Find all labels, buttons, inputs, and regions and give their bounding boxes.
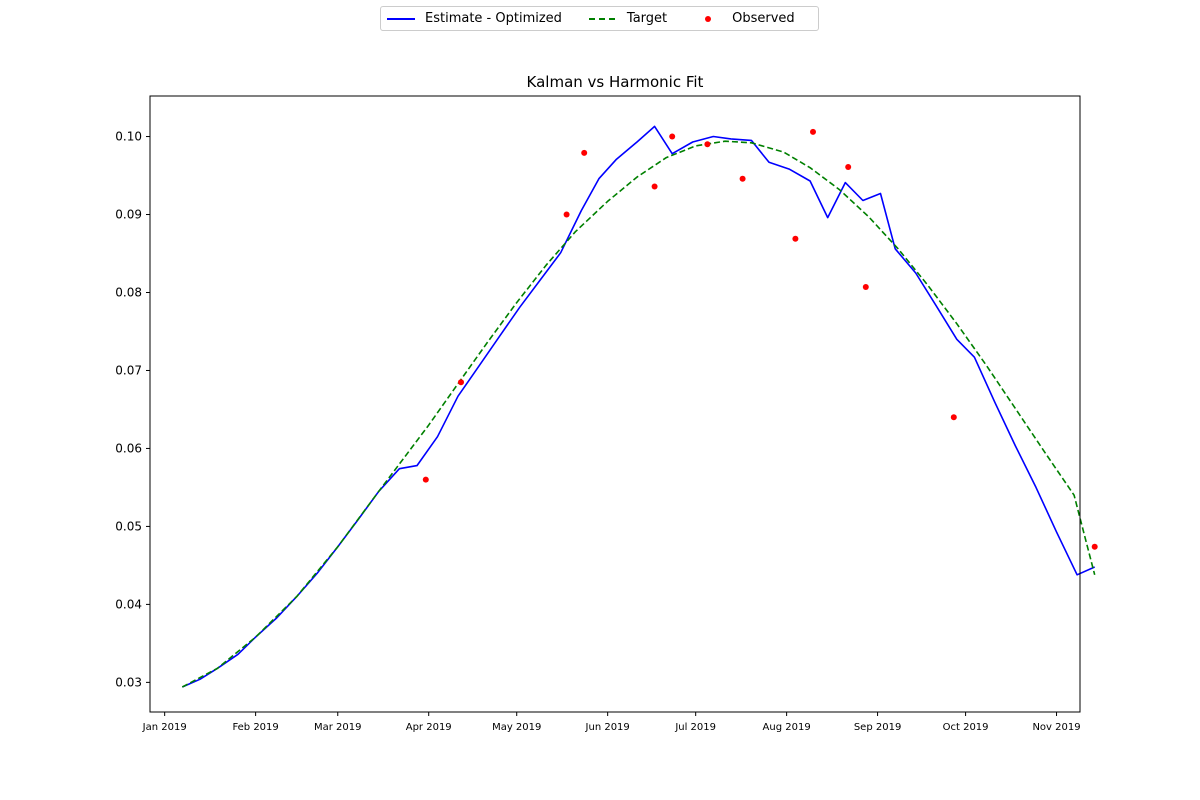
legend-item-observed: Observed bbox=[693, 11, 795, 26]
legend-swatch-observed bbox=[705, 15, 712, 22]
legend-item-estimate: Estimate - Optimized bbox=[386, 11, 562, 26]
observed-point bbox=[563, 211, 570, 218]
observed-point bbox=[669, 133, 676, 140]
x-tick-label: Oct 2019 bbox=[943, 722, 989, 733]
observed-point bbox=[1091, 543, 1098, 550]
plot-frame bbox=[149, 95, 1081, 713]
x-tick-label: Aug 2019 bbox=[763, 722, 811, 733]
y-tick-label: 0.06 bbox=[115, 441, 142, 455]
legend-label-estimate: Estimate - Optimized bbox=[425, 11, 562, 26]
chart-title: Kalman vs Harmonic Fit bbox=[526, 73, 704, 91]
observed-point bbox=[422, 476, 429, 483]
observed-point bbox=[651, 183, 658, 190]
series-line-estimate bbox=[181, 125, 1096, 688]
x-tick-label: Mar 2019 bbox=[314, 722, 362, 733]
observed-point bbox=[581, 149, 588, 156]
observed-point bbox=[458, 379, 464, 386]
legend-label-observed: Observed bbox=[732, 11, 795, 26]
x-tick-label: Feb 2019 bbox=[232, 722, 278, 733]
y-tick-label: 0.10 bbox=[115, 130, 142, 144]
legend-item-target: Target bbox=[588, 11, 667, 26]
observed-point bbox=[704, 141, 711, 148]
x-tick-label: Apr 2019 bbox=[406, 722, 452, 733]
y-tick-label: 0.03 bbox=[115, 675, 142, 689]
y-tick-label: 0.08 bbox=[115, 285, 142, 299]
legend-label-target: Target bbox=[626, 11, 668, 26]
x-tick-label: Sep 2019 bbox=[854, 722, 901, 733]
y-tick-label: 0.04 bbox=[115, 597, 142, 611]
x-tick-label: Jul 2019 bbox=[674, 722, 716, 733]
y-tick-label: 0.05 bbox=[115, 519, 142, 533]
x-tick-label: Jun 2019 bbox=[585, 722, 630, 733]
observed-point bbox=[792, 235, 799, 242]
x-tick-label: May 2019 bbox=[492, 722, 541, 733]
observed-point bbox=[862, 284, 869, 290]
y-tick-label: 0.09 bbox=[115, 208, 142, 222]
x-tick-label: Nov 2019 bbox=[1032, 722, 1080, 733]
observed-point bbox=[950, 414, 957, 421]
y-tick-label: 0.07 bbox=[115, 363, 142, 377]
x-tick-label: Jan 2019 bbox=[142, 722, 187, 733]
observed-point bbox=[845, 164, 852, 170]
legend-swatch-estimate bbox=[387, 17, 415, 20]
legend: Estimate - Optimized Target Observed bbox=[380, 6, 819, 31]
observed-point bbox=[739, 175, 746, 182]
legend-swatch-target bbox=[588, 17, 617, 20]
observed-point bbox=[810, 128, 816, 135]
series-line-target bbox=[181, 140, 1096, 688]
